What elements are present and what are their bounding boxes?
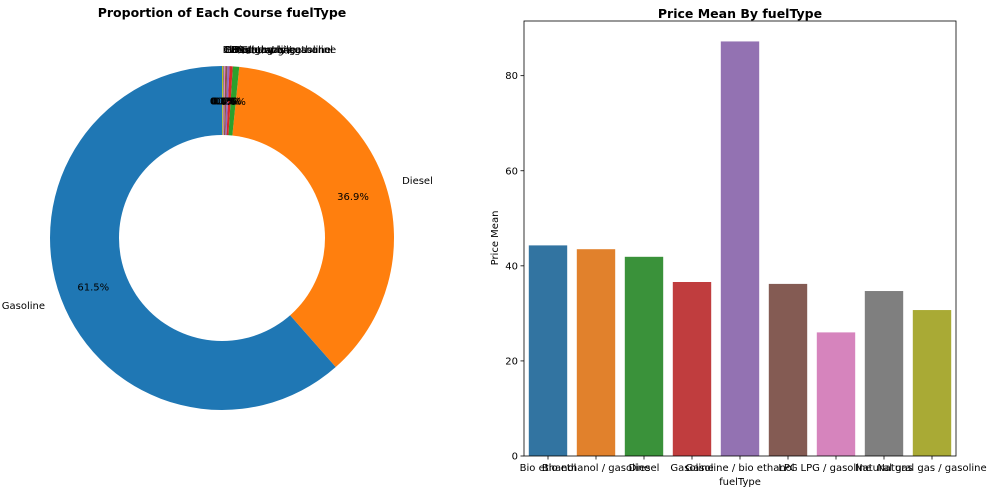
- x-axis-label: fuelType: [719, 477, 761, 488]
- bar-natural-gas-gasoline: [912, 310, 952, 456]
- bar-diesel: [624, 256, 664, 456]
- pie-pct-bio-ethanol: 0.3%: [217, 97, 242, 108]
- pie-slice-bio-ethanol-gasoline: [222, 65, 224, 238]
- bar-chart-title: Price Mean By fuelType: [658, 6, 822, 21]
- pie-label-lpg: LPG: [229, 45, 248, 56]
- bar-natural-gas: [864, 291, 904, 456]
- pie-pct-natural-gas-gasoline: 0.2%: [213, 96, 238, 107]
- pie-label-natural-gas: Natural gas: [237, 45, 295, 56]
- pie-pct-bio-ethanol-gasoline: 0.1%: [210, 96, 235, 107]
- bar-lpg: [768, 283, 808, 456]
- y-axis: 0 20 40 60 80: [505, 71, 524, 463]
- pie-pct-natural-gas: 0.6%: [220, 97, 245, 108]
- x-tick-label-diesel: Diesel: [629, 463, 660, 474]
- pie-label-lpg-gasoline: LPG / gasoline: [225, 45, 296, 56]
- y-axis-label: Price Mean: [490, 211, 501, 266]
- pie-pct-gasoline-bio-ethanol: 0.1%: [211, 96, 236, 107]
- bar-series: [528, 41, 952, 456]
- pie-chart: Proportion of Each Course fuelType Gasol…: [2, 5, 433, 410]
- bar-gasoline-bio-ethanol: [720, 41, 760, 456]
- bar-lpg-gasoline: [816, 332, 856, 456]
- bar-gasoline: [672, 282, 712, 456]
- y-tick-label-80: 80: [505, 71, 518, 82]
- pie-label-natural-gas-gasoline: Natural gas / gasoline: [227, 45, 336, 56]
- x-tick-label-gasoline-bio-ethanol: Gasoline / bio ethanol: [685, 463, 794, 474]
- pie-label-bio-ethanol: Bio ethanol: [232, 45, 289, 56]
- y-tick-label-20: 20: [505, 356, 518, 367]
- pie-pct-gasoline: 61.5%: [77, 283, 109, 294]
- pie-label-gasoline: Gasoline: [2, 301, 45, 312]
- pie-pct-diesel: 36.9%: [337, 192, 369, 203]
- y-tick-label-0: 0: [512, 452, 518, 463]
- pie-label-diesel: Diesel: [402, 176, 433, 187]
- pie-label-gasoline-bio-ethanol: Gasoline / bio ethanol: [224, 45, 333, 56]
- x-tick-label-natural-gas: Natural gas: [855, 463, 913, 474]
- x-tick-label-natural-gas-gasoline: Natural gas / gasoline: [877, 463, 986, 474]
- x-tick-label-lpg-gasoline: LPG / gasoline: [801, 463, 872, 474]
- pie-chart-title: Proportion of Each Course fuelType: [98, 5, 347, 20]
- pie-label-bio-ethanol-gasoline: Bio ethanol / gasoline: [223, 45, 331, 56]
- pie-labels: Gasoline 61.5% Diesel 36.9% Natural gas 0.6% B…: [2, 45, 433, 312]
- pie-pct-lpg-gasoline: 0.1%: [211, 96, 236, 107]
- bar-chart: Price Mean By fuelType 0 20 40 60 80 Bio eth…: [490, 6, 987, 488]
- bar-bio-ethanol-gasoline: [576, 249, 616, 456]
- bar-bio-ethanol: [528, 245, 568, 456]
- x-tick-label-lpg: LPG: [778, 463, 797, 474]
- y-tick-label-60: 60: [505, 166, 518, 177]
- pie-pct-lpg: 0.2%: [214, 97, 239, 108]
- x-tick-label-gasoline: Gasoline: [670, 463, 713, 474]
- x-tick-label-bio-ethanol-gasoline: Bio ethanol / gasoline: [542, 463, 650, 474]
- y-tick-label-40: 40: [505, 261, 518, 272]
- donut-hole: [119, 135, 325, 341]
- x-tick-label-bio-ethanol: Bio ethanol: [520, 463, 577, 474]
